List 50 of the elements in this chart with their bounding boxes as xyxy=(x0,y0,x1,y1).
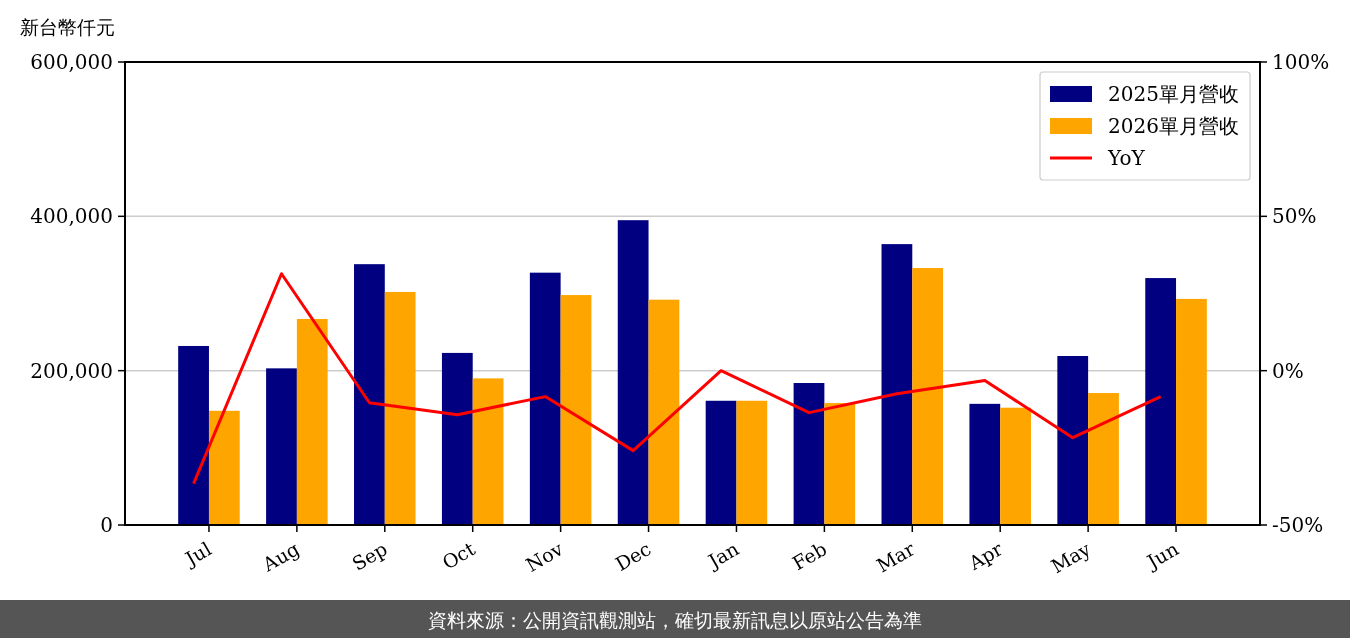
legend-label: 2025單月營收 xyxy=(1108,82,1239,106)
x-tick-label: Jan xyxy=(702,537,743,574)
y2-tick-label: -50% xyxy=(1272,513,1324,537)
bar xyxy=(208,410,240,525)
x-tick-label: Aug xyxy=(257,537,303,577)
bar xyxy=(178,345,209,525)
x-tick-label: Nov xyxy=(522,537,567,576)
bar xyxy=(824,403,856,525)
bar xyxy=(1088,393,1119,525)
x-tick-label: Jun xyxy=(1141,537,1183,574)
x-tick-label: Feb xyxy=(788,537,831,575)
bar xyxy=(354,264,385,525)
x-tick-label: Mar xyxy=(872,536,920,577)
x-tick-label: Jul xyxy=(179,537,215,571)
y-tick-label: 600,000 xyxy=(30,50,113,74)
line-series xyxy=(192,272,1163,486)
bar xyxy=(881,244,913,525)
bar xyxy=(1057,356,1089,525)
x-tick-label: Apr xyxy=(964,536,1007,575)
y2-tick-label: 50% xyxy=(1272,204,1317,229)
legend-label: 2026單月營收 xyxy=(1108,114,1239,138)
x-tick-label: Sep xyxy=(348,537,391,575)
bar xyxy=(529,272,561,525)
y-tick-label: 400,000 xyxy=(30,204,113,229)
bar xyxy=(560,295,592,525)
bar xyxy=(648,299,680,525)
bar xyxy=(1145,278,1177,525)
y2-tick-label: 100% xyxy=(1272,50,1330,74)
x-tick-label: Dec xyxy=(611,537,655,576)
bar xyxy=(912,268,944,525)
bar xyxy=(1000,407,1031,525)
legend-label: YoY xyxy=(1107,146,1146,170)
x-tick-label: Oct xyxy=(438,537,480,574)
y2-tick-label: 0% xyxy=(1272,358,1304,383)
bar xyxy=(793,383,825,525)
bar xyxy=(296,318,328,525)
bar xyxy=(441,352,473,525)
bar xyxy=(472,378,504,525)
y-axis-title: 新台幣仟元 xyxy=(20,16,115,38)
bar xyxy=(969,403,1001,525)
bar xyxy=(1176,298,1207,525)
y-tick-label: 200,000 xyxy=(30,358,113,383)
bar xyxy=(736,400,768,525)
bar xyxy=(384,291,416,525)
bar xyxy=(617,220,649,525)
y-tick-label: 0 xyxy=(100,513,113,537)
bar xyxy=(266,368,297,525)
source-note: 資料來源：公開資訊觀測站，確切最新訊息以原站公告為準 xyxy=(428,609,922,631)
x-tick-label: May xyxy=(1047,537,1095,578)
bar xyxy=(705,400,737,525)
